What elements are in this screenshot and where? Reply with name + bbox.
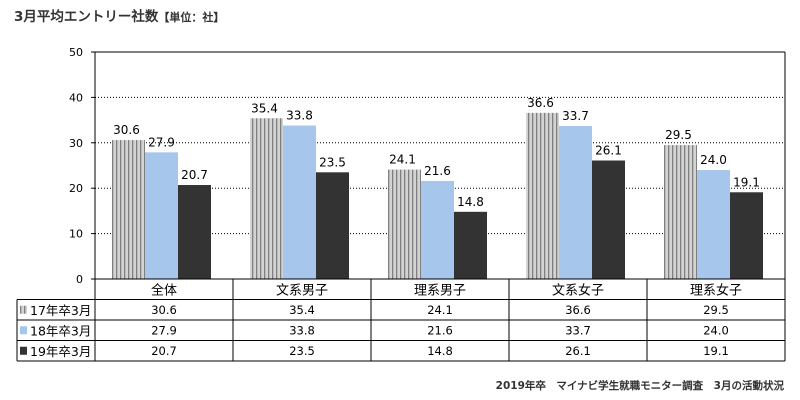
bar-3-3 xyxy=(454,211,487,279)
data-label: 29.5 xyxy=(665,128,692,142)
bar-1-1 xyxy=(112,140,145,279)
bar-2-3 xyxy=(421,180,454,279)
table-value: 21.6 xyxy=(427,323,453,337)
data-label: 24.1 xyxy=(389,153,416,167)
data-label: 24.0 xyxy=(700,153,727,167)
category-label: 理系男子 xyxy=(414,283,466,298)
data-label: 20.7 xyxy=(181,168,208,182)
data-label: 33.8 xyxy=(286,109,313,123)
table-value: 26.1 xyxy=(565,344,591,358)
data-label: 30.6 xyxy=(113,123,140,137)
bar-2-2 xyxy=(283,125,316,279)
bar-3-2 xyxy=(316,172,349,279)
category-label: 文系女子 xyxy=(552,282,604,298)
table-value: 23.5 xyxy=(289,344,315,358)
bar-1-2 xyxy=(250,118,283,279)
data-label: 21.6 xyxy=(424,164,451,178)
bar-2-4 xyxy=(559,126,592,279)
bar-3-4 xyxy=(592,160,625,279)
data-label: 36.6 xyxy=(527,96,554,110)
table-value: 24.0 xyxy=(703,323,729,337)
legend-key-3 xyxy=(20,346,27,355)
table-value: 33.8 xyxy=(289,323,315,337)
legend-key-2 xyxy=(20,326,27,335)
legend-key-1 xyxy=(20,305,27,314)
table-value: 33.7 xyxy=(565,323,591,337)
y-tick-label: 0 xyxy=(76,273,83,286)
chart-title: 3月平均エントリー社数【単位：社】 xyxy=(14,5,224,25)
table-value: 36.6 xyxy=(565,303,591,317)
y-tick-label: 10 xyxy=(69,228,83,241)
data-label: 23.5 xyxy=(319,155,346,169)
data-label: 14.8 xyxy=(457,195,484,209)
y-tick-label: 20 xyxy=(69,182,83,195)
y-tick-label: 30 xyxy=(69,137,83,150)
data-label: 19.1 xyxy=(733,175,760,189)
data-label: 27.9 xyxy=(148,135,175,149)
unit-label: 【単位：社】 xyxy=(158,11,225,24)
legend-label: 18年卒3月 xyxy=(30,323,91,338)
category-label: 理系女子 xyxy=(690,282,742,298)
bar-2-1 xyxy=(145,152,178,279)
title-text: 3月平均エントリー社数 xyxy=(14,9,159,25)
table-value: 30.6 xyxy=(151,303,177,317)
table-value: 24.1 xyxy=(427,303,453,317)
legend-label: 19年卒3月 xyxy=(30,344,91,359)
bar-1-5 xyxy=(664,145,697,279)
legend-label: 17年卒3月 xyxy=(30,303,91,318)
data-label: 35.4 xyxy=(251,101,278,115)
table-value: 29.5 xyxy=(703,303,729,317)
bar-1-3 xyxy=(388,169,421,279)
y-tick-label: 50 xyxy=(69,46,83,59)
bar-2-5 xyxy=(697,170,730,279)
data-label: 33.7 xyxy=(562,109,589,123)
table-value: 19.1 xyxy=(703,344,729,358)
table-value: 20.7 xyxy=(151,344,177,358)
bar-1-4 xyxy=(526,112,559,279)
category-label: 文系男子 xyxy=(276,283,328,298)
table-value: 35.4 xyxy=(289,303,315,317)
bar-3-5 xyxy=(730,192,763,279)
table-value: 14.8 xyxy=(427,344,453,358)
bar-3-1 xyxy=(178,185,211,279)
source-footnote: 2019年卒 マイナビ学生就職モニター調査 3月の活動状況 xyxy=(495,380,784,392)
y-tick-label: 40 xyxy=(69,91,83,104)
data-label: 26.1 xyxy=(595,144,622,158)
category-label: 全体 xyxy=(151,282,177,298)
table-value: 27.9 xyxy=(151,323,177,337)
